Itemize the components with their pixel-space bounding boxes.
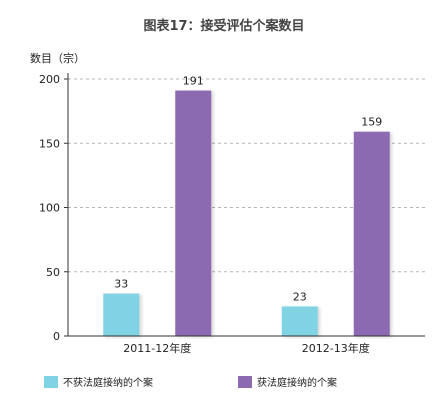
chart-title: 图表17：接受评估个案数目 [143,18,304,34]
bar [281,306,318,336]
y-tick-label: 50 [46,266,60,279]
bar [353,131,390,336]
bar-value-label: 33 [114,278,128,291]
bar [103,293,140,336]
y-axis-label: 数目（宗） [30,51,85,65]
y-tick-label: 150 [39,137,60,150]
legend: 不获法庭接纳的个案 获法庭接纳的个案 [44,376,337,389]
bar-value-label: 159 [361,116,382,129]
x-category-label: 2011-12年度 [123,341,191,355]
legend-label: 不获法庭接纳的个案 [63,376,153,389]
axes [64,73,425,337]
bars [103,90,390,336]
bar-value-label: 191 [183,75,204,88]
legend-swatch [238,376,252,388]
legend-label: 获法庭接纳的个案 [257,376,337,389]
x-category-label: 2012-13年度 [302,341,370,355]
bar [175,90,212,336]
y-tick-label: 200 [39,73,60,86]
bar-value-label: 23 [293,290,307,303]
labels: 0 50 100 150 200 33 191 2011-12年度 23 159 2012-13年度 [39,73,382,355]
y-tick-label: 100 [39,202,60,215]
y-tick-label: 0 [53,330,60,343]
legend-swatch [44,376,58,388]
